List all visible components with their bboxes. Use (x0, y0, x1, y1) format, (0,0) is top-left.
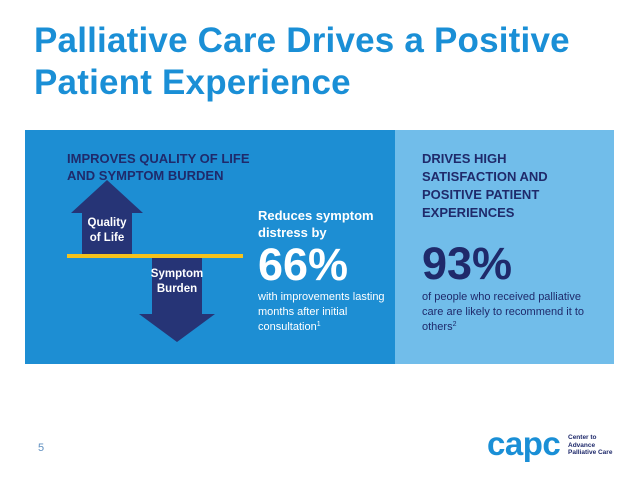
capc-logo: capc Center to Advance Palliative Care (487, 425, 617, 465)
symptom-down-arrow (139, 258, 215, 342)
footnote-1: 1 (316, 321, 321, 328)
satisfaction-heading: DRIVES HIGH SATISFACTION AND POSITIVE PA… (422, 151, 548, 220)
footnote-2: 2 (452, 321, 457, 328)
capc-wordmark: capc (487, 425, 561, 462)
yellow-divider-line (67, 254, 243, 258)
symptom-burden-label: Symptom Burden (150, 268, 204, 295)
quality-of-life-panel: IMPROVES QUALITY OF LIFE AND SYMPTOM BUR… (25, 130, 395, 364)
ninety-three-percent-stat: 93% (422, 238, 513, 289)
infographic-panel: IMPROVES QUALITY OF LIFE AND SYMPTOM BUR… (25, 130, 614, 364)
reduces-text: Reduces symptom distress by (258, 208, 374, 240)
improvement-note-text: with improvements lasting months after i… (258, 291, 385, 333)
recommend-note-text: of people who received palliative care a… (422, 291, 585, 333)
page-number: 5 (38, 442, 45, 454)
arrows-graphic (67, 180, 243, 342)
quality-of-life-label: Quality of Life (87, 217, 127, 244)
recommend-note: of people who received palliative care a… (422, 290, 602, 335)
sixty-six-percent-stat: 66% (258, 239, 349, 290)
quality-up-arrow (71, 180, 143, 254)
improvement-note: with improvements lasting months after i… (258, 290, 398, 335)
satisfaction-panel: DRIVES HIGH SATISFACTION AND POSITIVE PA… (395, 130, 614, 364)
slide-title: Palliative Care Drives a Positive Patien… (34, 21, 570, 102)
quality-heading: IMPROVES QUALITY OF LIFE AND SYMPTOM BUR… (67, 151, 250, 183)
capc-logo-text: Center to Advance Palliative Care (568, 434, 613, 456)
